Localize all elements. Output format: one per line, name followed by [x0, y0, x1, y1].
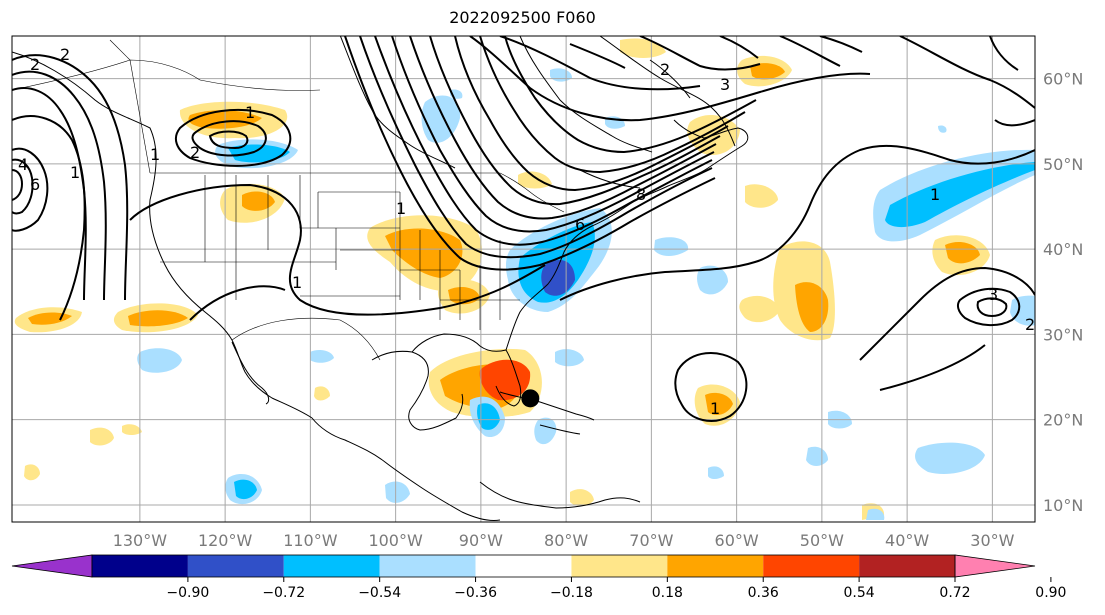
- latitude-label: 20°N: [1043, 411, 1083, 430]
- longitude-label: 80°W: [544, 531, 588, 550]
- colorbar-tick-label: −0.90: [166, 585, 209, 601]
- longitude-label: 50°W: [800, 531, 844, 550]
- coastlines: [12, 36, 749, 521]
- contour-label: 6: [575, 215, 585, 234]
- colorbar-segment: [379, 555, 476, 577]
- contour-label: 2: [660, 60, 670, 79]
- contour-label: 2: [60, 45, 70, 64]
- contour-label: 1: [710, 399, 720, 418]
- colorbar: −0.90 −0.72 −0.54 −0.36 −0.18 0.18 0.36 0.54 0.7…: [11, 554, 1066, 601]
- longitude-label: 100°W: [368, 531, 423, 550]
- contour-label: 2: [190, 143, 200, 162]
- colorbar-extend-high: [954, 554, 1036, 578]
- longitude-label: 90°W: [459, 531, 503, 550]
- colorbar-segment: [283, 555, 380, 577]
- colorbar-tick-label: 0.36: [748, 585, 779, 601]
- page-title: 2022092500 F060: [449, 8, 596, 27]
- colorbar-segment: [667, 555, 764, 577]
- colorbar-segment: [571, 555, 668, 577]
- latitude-label: 60°N: [1043, 70, 1083, 89]
- contour-label: 2: [30, 55, 40, 74]
- contour-label: 1: [150, 145, 160, 164]
- contour-label: 1: [930, 185, 940, 204]
- longitude-label: 60°W: [715, 531, 759, 550]
- colorbar-tick-label: −0.36: [454, 585, 497, 601]
- colorbar-tick-label: −0.72: [262, 585, 305, 601]
- contour-label: 8: [636, 185, 646, 204]
- map-frame: [11, 35, 1036, 523]
- longitude-label: 120°W: [198, 531, 253, 550]
- contour-label-group: 2 2 2 1 1 1 1 1 1 1 2 2 3 3 6 4 6 8: [18, 45, 1035, 418]
- latitude-label: 50°N: [1043, 155, 1083, 174]
- colorbar-tick-label: 0.54: [844, 585, 875, 601]
- colorbar-extend-low: [11, 554, 93, 578]
- contour-label: 3: [988, 285, 998, 304]
- latitude-labels: 10°N 20°N 30°N 40°N 50°N 60°N: [1043, 70, 1083, 515]
- longitude-label: 30°W: [970, 531, 1014, 550]
- latitude-label: 40°N: [1043, 240, 1083, 259]
- storm-center-marker: [521, 389, 540, 408]
- colorbar-tick-label: 0.90: [1035, 585, 1066, 601]
- height-anomaly-contours: [12, 36, 1035, 422]
- colorbar-tick-label: −0.18: [550, 585, 593, 601]
- colorbar-segment: [187, 555, 284, 577]
- colorbar-segment: [92, 555, 188, 577]
- negative-anomaly-shading: [137, 68, 1035, 520]
- contour-label: 1: [70, 163, 80, 182]
- colorbar-segment: [859, 555, 955, 577]
- contour-label: 4: [18, 155, 28, 174]
- colorbar-border: [91, 554, 956, 578]
- colorbar-tick-label: −0.54: [358, 585, 401, 601]
- contour-label: 3: [720, 75, 730, 94]
- latitude-label: 10°N: [1043, 496, 1083, 515]
- contour-label: 2: [1025, 315, 1035, 334]
- contour-label: 6: [30, 175, 40, 194]
- colorbar-tick-label: 0.72: [939, 585, 970, 601]
- latitude-label: 30°N: [1043, 325, 1083, 344]
- longitude-labels: 130°W 120°W 110°W 100°W 90°W 80°W 70°W 60°W 50°W…: [113, 531, 1015, 550]
- colorbar-segment: [763, 555, 860, 577]
- longitude-label: 110°W: [283, 531, 338, 550]
- colorbar-tick-label: 0.18: [652, 585, 683, 601]
- colorbar-segment: [475, 555, 572, 577]
- longitude-label: 130°W: [113, 531, 168, 550]
- longitude-label: 70°W: [629, 531, 673, 550]
- contour-label: 1: [396, 199, 406, 218]
- longitude-label: 40°W: [885, 531, 929, 550]
- contour-label: 1: [292, 273, 302, 292]
- contour-label: 1: [245, 103, 255, 122]
